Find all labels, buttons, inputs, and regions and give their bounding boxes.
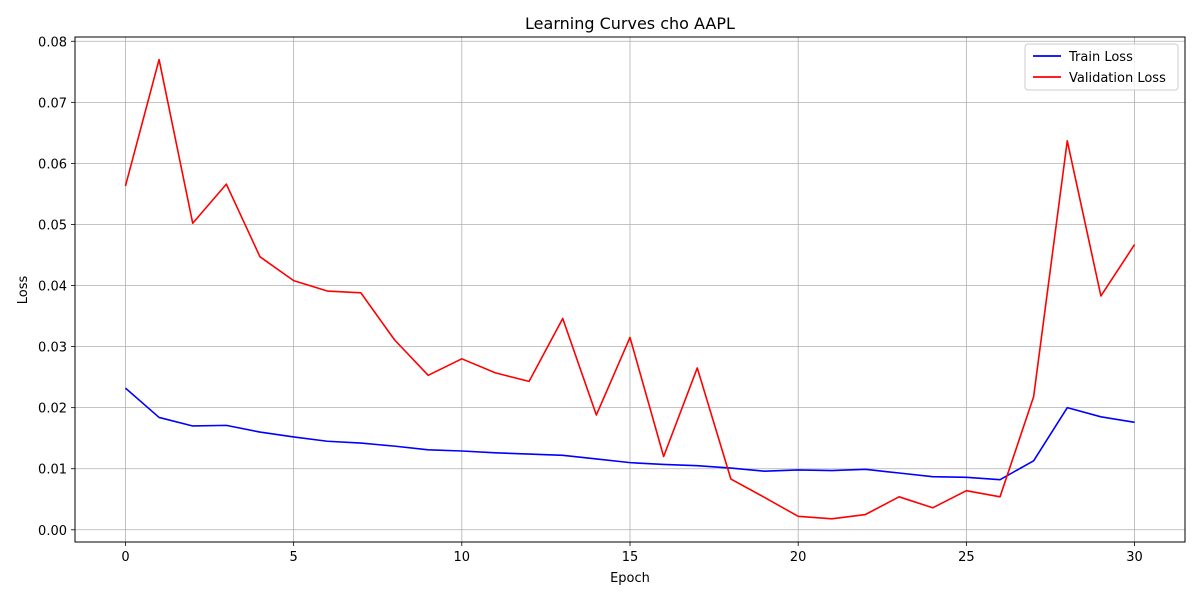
grid [75, 37, 1185, 542]
y-tick-label: 0.03 [38, 341, 67, 356]
y-tick-label: 0.00 [38, 524, 67, 539]
x-tick-label: 15 [622, 550, 639, 565]
chart-title: Learning Curves cho AAPL [525, 14, 735, 33]
legend: Train Loss Validation Loss [1024, 43, 1179, 91]
series-line-validation-loss [124, 58, 1136, 520]
y-tick-label: 0.04 [38, 280, 67, 295]
y-axis-label: Loss [16, 276, 31, 305]
legend-label-validation-loss: Validation Loss [1069, 71, 1166, 86]
x-tick-label: 10 [454, 550, 471, 565]
x-tick-label: 20 [790, 550, 807, 565]
x-tick-label: 5 [289, 550, 297, 565]
y-tick-label: 0.02 [38, 402, 67, 417]
legend-box [1024, 43, 1179, 91]
x-tick-label: 0 [121, 550, 129, 565]
y-tick-label: 0.01 [38, 463, 67, 478]
legend-label-train-loss: Train Loss [1068, 50, 1133, 65]
y-tick-label: 0.06 [38, 157, 67, 172]
x-axis-label: Epoch [610, 571, 650, 586]
axis-ticks: 0 5 10 15 20 25 30 0.00 0.01 0.02 0.03 0.04 0.05 0.06… [38, 35, 1143, 565]
x-tick-label: 25 [958, 550, 975, 565]
y-tick-label: 0.05 [38, 218, 67, 233]
series-lines [124, 58, 1136, 520]
series-line-train-loss [124, 387, 1135, 481]
y-tick-label: 0.07 [38, 96, 67, 111]
y-tick-label: 0.08 [38, 35, 67, 50]
x-tick-label: 30 [1126, 550, 1143, 565]
